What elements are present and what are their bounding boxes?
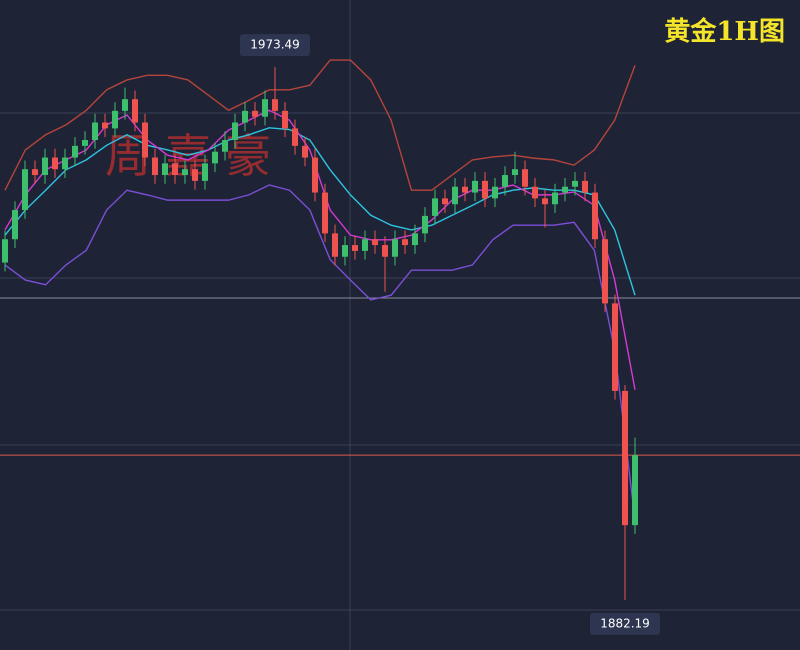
candle-body [422,215,428,234]
candle-body [402,239,408,246]
candle-body [172,163,178,176]
indicator-line [4,127,636,296]
indicator-line [4,109,636,390]
candle-body [102,122,108,129]
annotation-label: 1882.19 [600,616,650,630]
candle-body [602,239,608,304]
candle-body [182,169,188,176]
candle-body [442,198,448,205]
candle-body [532,186,538,199]
candle-body [332,233,338,257]
candle-body [292,128,298,146]
candle-body [272,99,278,111]
candle-body [152,157,158,176]
candle-body [192,169,198,181]
candle-body [612,303,618,391]
candle-body [372,239,378,246]
candle-body [392,239,398,257]
candle-body [212,151,218,164]
annotation-label: 1973.49 [250,38,300,52]
candle-body [92,122,98,141]
candle-body [12,210,18,240]
candle-body [242,110,248,123]
chart-title: 黄金1H图 [664,16,785,47]
candle-body [432,198,438,216]
indicator-line [4,59,636,191]
candle-body [142,122,148,158]
candle-body [542,198,548,205]
candle-body [62,157,68,170]
candle-body [52,157,58,170]
candle-body [42,157,48,176]
candle-body [122,99,128,111]
candle-body [512,169,518,176]
annotation-box [240,34,310,57]
candle-body [522,169,528,187]
candle-body [222,140,228,152]
candle-body [342,245,348,257]
candle-body [572,180,578,187]
candle-body [312,157,318,193]
candle-body [592,192,598,240]
candle-body [32,169,38,176]
candle-body [232,122,238,141]
candle-body [562,186,568,193]
candle-body [162,163,168,176]
candle-body [202,163,208,181]
indicator-line [4,184,636,520]
candle-body [322,192,328,234]
candle-body [462,186,468,193]
candle-body [502,175,508,187]
candle-body [452,186,458,205]
annotation-box [590,612,660,635]
candle-body [112,110,118,129]
candle-body [492,186,498,199]
candle-body [352,245,358,251]
candle-body [132,99,138,123]
candle-body [482,180,488,199]
candle-body [282,110,288,129]
candle-body [582,180,588,193]
candle-body [22,169,28,211]
candle-body [632,455,638,526]
candle-body [412,233,418,246]
candle-body [302,145,308,158]
candle-body [472,180,478,193]
candle-body [2,239,8,263]
candle-body [82,140,88,146]
candle-body [622,390,628,526]
candle-body [252,110,258,117]
candle-body [262,99,268,117]
candle-body [72,145,78,158]
candle-body [382,245,388,257]
candle-body [362,239,368,251]
candle-body [552,192,558,205]
